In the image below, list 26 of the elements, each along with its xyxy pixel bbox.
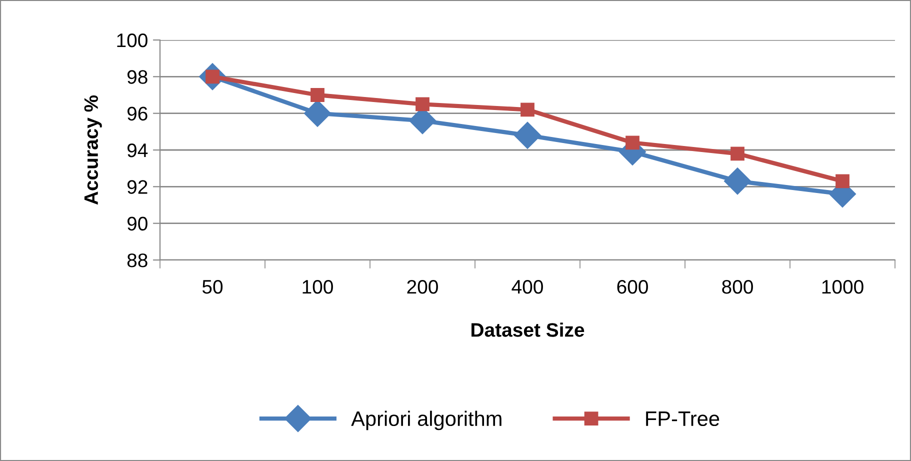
point <box>724 168 751 195</box>
x-tick-label: 100 <box>302 280 333 294</box>
point <box>514 122 541 149</box>
x-tick-label: 50 <box>202 280 223 294</box>
y-tick-label: 92 <box>127 180 148 194</box>
point <box>730 146 744 161</box>
y-tick-label: 100 <box>117 33 148 48</box>
x-tick-label: 1000 <box>822 280 864 294</box>
y-axis-title: Accuracy % <box>84 95 102 205</box>
y-tick-label: 88 <box>127 253 148 268</box>
point <box>520 102 534 117</box>
x-axis-title: Dataset Size <box>472 322 584 337</box>
x-tick-label: 200 <box>407 280 438 294</box>
y-tick-label: 90 <box>127 216 148 231</box>
y-tick-label: 96 <box>127 106 148 121</box>
x-tick-label: 800 <box>722 280 753 294</box>
y-tick-label: 94 <box>127 143 148 158</box>
x-tick-label: 400 <box>512 280 543 294</box>
point <box>836 174 850 188</box>
x-tick-label: 600 <box>617 280 648 294</box>
point <box>310 88 324 102</box>
point <box>416 97 430 112</box>
legend-label: FP-Tree <box>646 412 720 426</box>
point <box>626 136 640 150</box>
legend-label: Apriori algorithm <box>351 410 502 430</box>
y-tick-label: 98 <box>127 70 148 84</box>
